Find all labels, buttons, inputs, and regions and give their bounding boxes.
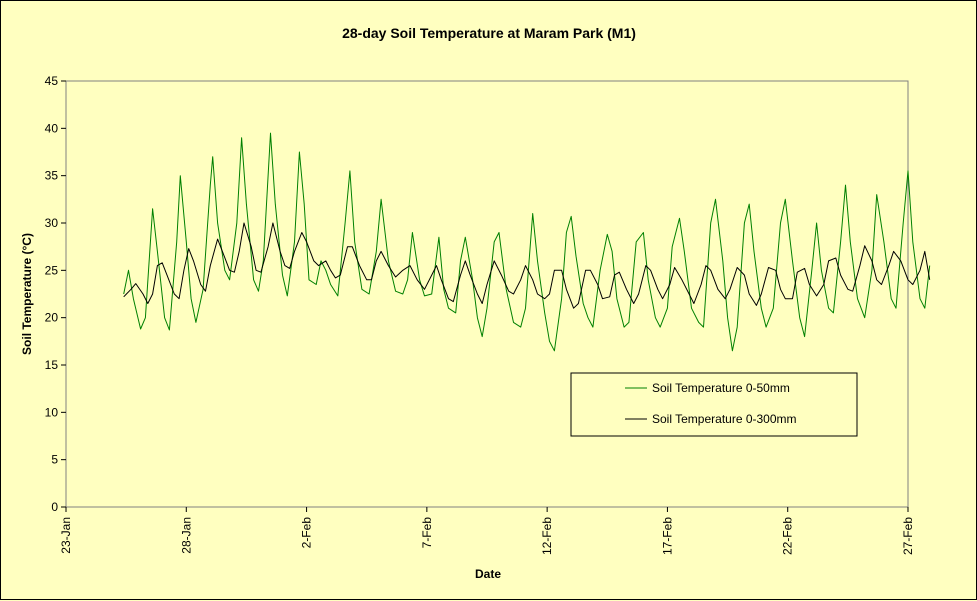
x-tick-label: 17-Feb	[660, 517, 674, 555]
legend-box	[570, 372, 858, 437]
y-tick-label: 35	[45, 169, 59, 183]
y-tick-label: 45	[45, 74, 59, 88]
x-tick-label: 28-Jan	[179, 517, 193, 554]
series-line-0-300mm	[123, 222, 931, 309]
legend: Soil Temperature 0-50mm Soil Temperature…	[570, 372, 858, 437]
y-tick-label: 5	[51, 453, 58, 467]
y-axis-title: Soil Temperature (°C)	[20, 233, 34, 355]
y-tick-label: 0	[51, 500, 58, 514]
x-tick-label: 23-Jan	[59, 517, 73, 554]
x-axis-title: Date	[475, 567, 501, 581]
x-tick-label: 27-Feb	[901, 517, 915, 555]
x-tick-label: 12-Feb	[540, 517, 554, 555]
legend-label-0-50mm: Soil Temperature 0-50mm	[652, 381, 790, 395]
x-tick-label: 7-Feb	[420, 517, 434, 549]
y-tick-label: 20	[45, 311, 59, 325]
series-line-0-50mm	[123, 132, 931, 352]
x-axis: 23-Jan 28-Jan 2-Feb 7-Feb 12-Feb 17-Feb 22-Feb…	[59, 507, 915, 555]
series-layer	[123, 132, 931, 352]
y-tick-label: 25	[45, 263, 59, 277]
x-tick-label: 2-Feb	[300, 517, 314, 549]
y-tick-label: 15	[45, 358, 59, 372]
y-axis: 0 5 10 15 20 25 30 35 40 45	[45, 74, 66, 514]
x-tick-label: 22-Feb	[781, 517, 795, 555]
plot-area	[65, 80, 909, 508]
y-tick-label: 40	[45, 121, 59, 135]
legend-label-0-300mm: Soil Temperature 0-300mm	[652, 412, 797, 426]
y-tick-label: 10	[45, 405, 59, 419]
y-tick-label: 30	[45, 216, 59, 230]
chart-title: 28-day Soil Temperature at Maram Park (M…	[342, 25, 636, 41]
